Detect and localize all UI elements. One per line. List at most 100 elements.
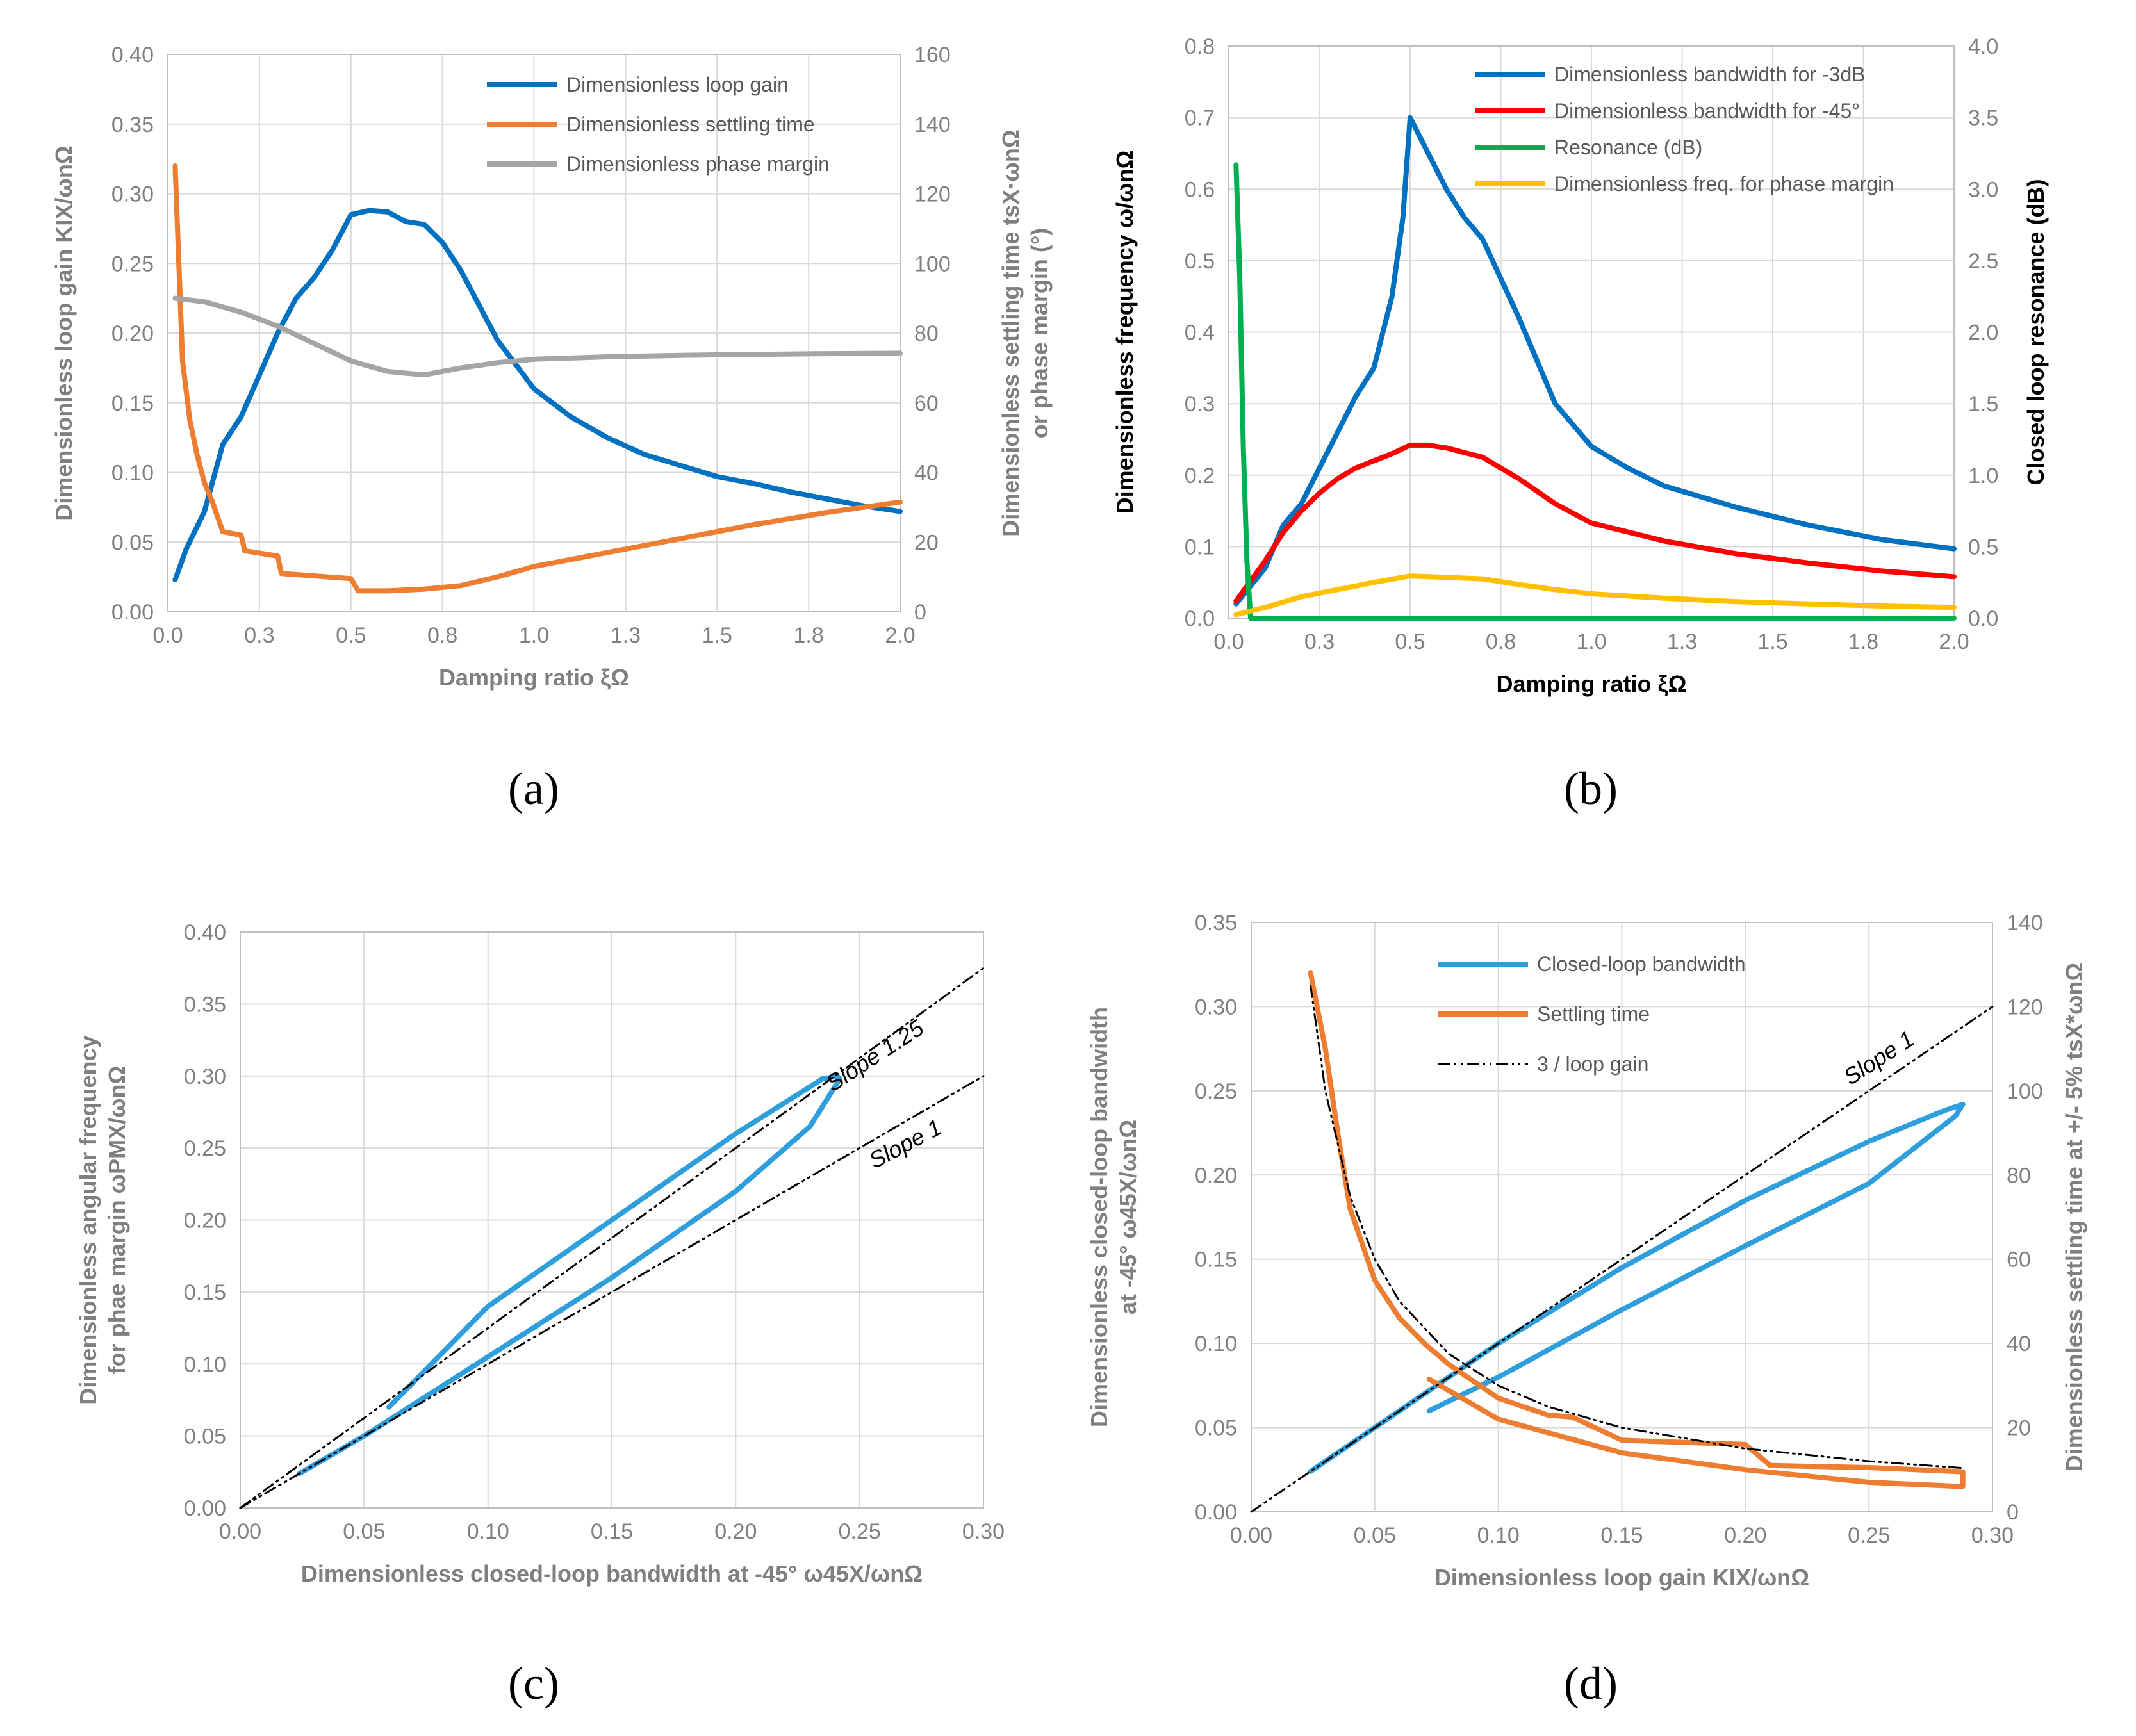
y-axis-label: Dimensionless loop gain KIX/ωnΩ: [51, 145, 77, 520]
series-line: [297, 1073, 842, 1477]
y2-axis-label-line2: or phase margin (°): [1026, 228, 1053, 438]
y-tick-label: 0.35: [111, 113, 154, 137]
x-tick-label: 1.3: [611, 623, 641, 648]
x-tick-label: 0.30: [962, 1519, 1005, 1544]
y2-tick-label: 140: [2007, 911, 2043, 935]
y2-tick-label: 2.5: [1968, 249, 1998, 274]
x-tick-label: 0.5: [1395, 630, 1425, 654]
plot-area-frame: [240, 931, 984, 1509]
y-axis-label-line2: at -45° ω45X/ωnΩ: [1115, 1120, 1141, 1314]
x-tick-label: 0.05: [1354, 1523, 1396, 1548]
legend-label: Dimensionless settling time: [566, 113, 815, 136]
y-tick-label: 0.3: [1185, 392, 1215, 416]
y-axis-label-line1: Dimensionless angular frequency: [75, 1035, 101, 1404]
plot-area-frame: [167, 54, 901, 612]
y2-axis-label-line1: Dimensionless settling time tsX·ωnΩ: [998, 129, 1024, 536]
legend-label: 3 / loop gain: [1537, 1052, 1648, 1076]
y-tick-label: 0.6: [1185, 177, 1215, 202]
series-line: [1233, 442, 1957, 604]
panel-caption: (d): [1564, 1658, 1618, 1709]
y2-tick-label: 40: [2007, 1332, 2031, 1356]
chart-a: 0.0 0.3 0.5 0.8 1.0 1.3 1.5 1.8 2.0 0.00 0.05 0.10 0…: [51, 43, 1053, 814]
y2-tick-label: 80: [914, 322, 939, 346]
y2-tick-label: 20: [914, 530, 939, 555]
x-axis-label: Dimensionless loop gain KIX/ωnΩ: [1434, 1564, 1809, 1591]
legend-label: Closed-loop bandwidth: [1537, 953, 1746, 976]
y-tick-label: 0.40: [184, 921, 226, 945]
x-tick-label: 1.0: [519, 623, 549, 648]
y-tick-label: 0.00: [111, 600, 154, 625]
y-tick-label: 0.8: [1185, 35, 1215, 59]
y-tick-label: 0.05: [1195, 1416, 1237, 1441]
y-tick-label: 0.20: [184, 1209, 226, 1233]
x-tick-label: 0.8: [427, 623, 457, 648]
legend-label: Dimensionless bandwidth for -45°: [1554, 99, 1860, 122]
y2-tick-label: 100: [2007, 1079, 2043, 1104]
y2-tick-label: 20: [2007, 1416, 2031, 1441]
y-tick-label: 0.2: [1185, 464, 1215, 488]
y2-tick-label: 3.0: [1968, 177, 1998, 202]
y2-tick-label: 4.0: [1968, 35, 1998, 59]
x-tick-label: 0.05: [343, 1519, 385, 1544]
y2-tick-label: 40: [914, 461, 939, 486]
legend-label: Resonance (dB): [1554, 136, 1702, 159]
x-tick-label: 0.20: [1724, 1523, 1766, 1548]
legend-label: Dimensionless loop gain: [566, 73, 789, 96]
x-tick-label: 0.25: [839, 1519, 881, 1544]
chart-b: 0.0 0.3 0.5 0.8 1.0 1.3 1.5 1.8 2.00.00.10.20.30…: [1112, 35, 2049, 814]
x-tick-label: 0.00: [1230, 1523, 1272, 1548]
x-tick-label: 0.20: [714, 1519, 757, 1544]
series-line: [1233, 573, 1957, 618]
y2-tick-label: 60: [914, 391, 939, 416]
y2-tick-label: 0: [2007, 1500, 2019, 1525]
y2-tick-label: 100: [914, 252, 951, 276]
legend-label: Dimensionless bandwidth for -3dB: [1554, 63, 1866, 86]
x-axis-label: Damping ratio ξΩ: [439, 664, 629, 691]
x-tick-label: 0.15: [1600, 1523, 1643, 1548]
y-tick-label: 0.15: [1195, 1248, 1237, 1272]
series-line: [1308, 970, 1966, 1489]
x-tick-label: 0.3: [244, 623, 274, 648]
y2-tick-label: 60: [2007, 1248, 2031, 1272]
y2-axis-label: Dimensionless settling time at +/- 5% ts…: [2061, 963, 2087, 1471]
y-tick-label: 0.30: [184, 1065, 226, 1089]
series-line: [239, 1075, 985, 1509]
y2-tick-label: 3.5: [1968, 106, 1998, 131]
series-line: [1250, 1005, 1994, 1513]
y-tick-label: 0.0: [1185, 607, 1215, 631]
series-line: [1308, 1101, 1966, 1474]
panel-caption: (c): [508, 1658, 559, 1709]
x-tick-label: 2.0: [1939, 630, 1969, 654]
y-tick-label: 0.25: [1195, 1079, 1237, 1104]
y2-tick-label: 2.0: [1968, 321, 1998, 345]
series-line: [1233, 115, 1957, 607]
y-tick-label: 0.7: [1185, 106, 1215, 131]
y-tick-label: 0.05: [184, 1425, 226, 1449]
y-tick-label: 0.00: [1195, 1500, 1237, 1525]
y-tick-label: 0.4: [1185, 321, 1215, 345]
x-tick-label: 0.30: [1971, 1523, 2014, 1548]
y-tick-label: 0.30: [1195, 995, 1237, 1019]
y-tick-label: 0.30: [111, 183, 154, 207]
y2-tick-label: 1.5: [1968, 392, 1998, 416]
y2-tick-label: 1.0: [1968, 464, 1998, 488]
y-axis-label-line2: for phae margin ωPMX/ωnΩ: [104, 1066, 130, 1375]
x-tick-label: 0.10: [467, 1519, 509, 1544]
legend-label: Dimensionless phase margin: [566, 152, 830, 176]
x-tick-label: 0.15: [591, 1519, 633, 1544]
x-tick-label: 1.5: [702, 623, 732, 648]
y2-tick-label: 120: [2007, 995, 2043, 1019]
legend-label: Dimensionless freq. for phase margin: [1554, 172, 1894, 195]
series-line: [172, 208, 903, 582]
y2-tick-label: 0.0: [1968, 607, 1998, 631]
y-tick-label: 0.20: [111, 322, 154, 346]
chart-d: 0.00 0.05 0.10 0.15 0.20 0.25 0.30 0.00 0.05 0.10…: [1086, 911, 2087, 1709]
y-tick-label: 0.35: [184, 992, 226, 1017]
y-tick-label: 0.15: [111, 391, 154, 416]
panel-caption: (a): [508, 763, 559, 814]
x-axis-label: Dimensionless closed-loop bandwidth at -…: [301, 1560, 923, 1587]
x-tick-label: 2.0: [885, 623, 915, 648]
y-tick-label: 0.40: [111, 43, 154, 67]
